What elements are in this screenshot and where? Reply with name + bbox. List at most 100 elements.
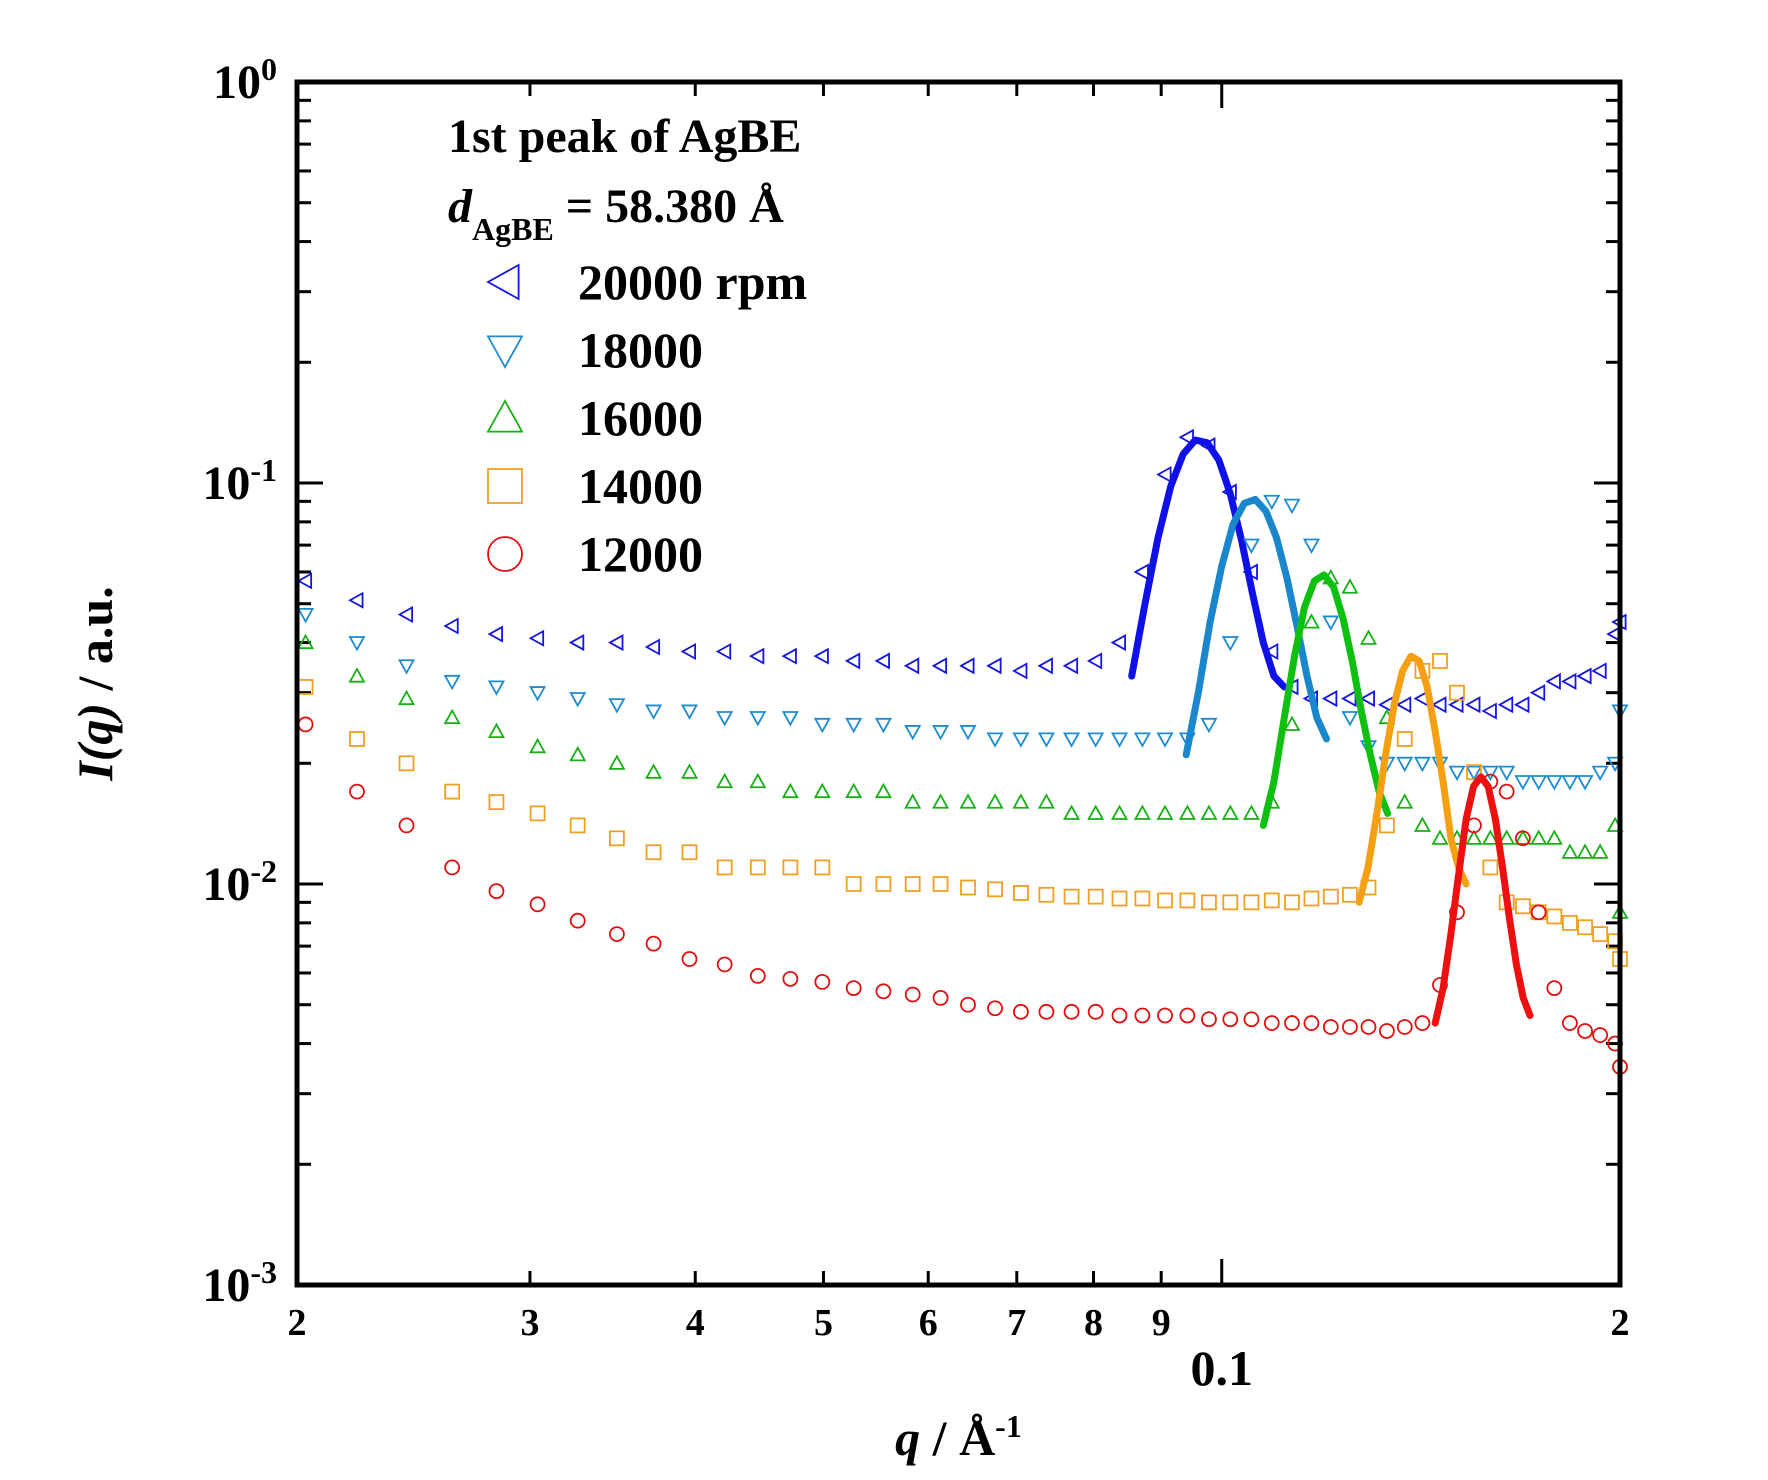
- legend-marker: [486, 263, 520, 301]
- data-point: [1157, 1007, 1173, 1024]
- data-point: [1200, 717, 1218, 734]
- data-point: [680, 642, 696, 661]
- data-point: [1591, 662, 1607, 680]
- x-tick-label: 5: [814, 1302, 833, 1344]
- data-point: [1341, 690, 1357, 708]
- data-point: [1561, 843, 1579, 859]
- data-point: [1062, 657, 1079, 675]
- data-point: [296, 572, 313, 590]
- data-point: [608, 830, 625, 847]
- data-point: [681, 844, 698, 861]
- data-point: [444, 783, 461, 800]
- data-point: [1378, 817, 1395, 834]
- legend-marker: [486, 335, 524, 369]
- data-point: [1321, 690, 1338, 708]
- legend: 1st peak of AgBE dAgBE = 58.380 Å 20000 …: [448, 110, 807, 582]
- data-point: [348, 667, 366, 683]
- data-point: [529, 737, 547, 754]
- x-tick-label: 2: [288, 1302, 307, 1344]
- data-point: [1038, 886, 1055, 903]
- data-point: [932, 989, 949, 1006]
- data-point: [1359, 690, 1375, 708]
- data-point: [1481, 702, 1497, 720]
- data-point: [987, 881, 1003, 898]
- d-subscript: AgBE: [472, 211, 554, 247]
- data-point: [1545, 672, 1561, 690]
- data-point: [1262, 642, 1279, 661]
- data-point: [1243, 894, 1260, 911]
- data-point: [1360, 1019, 1377, 1035]
- d-value: = 58.380 Å: [554, 180, 784, 233]
- data-point: [398, 817, 415, 834]
- data-point: [1431, 696, 1447, 714]
- data-point: [1481, 829, 1499, 845]
- data-point: [874, 717, 892, 734]
- data-point: [443, 674, 461, 691]
- data-point: [1482, 859, 1499, 876]
- data-point: [297, 607, 315, 624]
- data-point: [959, 793, 977, 809]
- data-point: [1576, 667, 1592, 685]
- data-point: [874, 782, 892, 799]
- data-point: [1012, 662, 1028, 680]
- data-point: [1221, 636, 1239, 652]
- data-point: [932, 876, 949, 892]
- data-point: [931, 657, 948, 675]
- data-point: [1063, 1003, 1080, 1020]
- data-point: [814, 859, 831, 876]
- x-tick-label: 7: [1007, 1302, 1026, 1344]
- data-point: [959, 657, 975, 675]
- data-point: [529, 686, 547, 702]
- data-point: [748, 647, 765, 665]
- data-point: [1086, 652, 1103, 670]
- data-point: [1284, 894, 1300, 911]
- d-symbol: d: [448, 180, 473, 233]
- x-axis-label-main: q: [895, 1410, 920, 1466]
- y-tick-label-base: 10: [202, 457, 250, 510]
- data-point: [1063, 888, 1080, 905]
- fit-curve: [1355, 652, 1470, 906]
- series-1: [297, 494, 1629, 791]
- data-point: [1481, 765, 1499, 782]
- legend-label: 16000: [578, 390, 703, 446]
- y-tick-label: 10-1: [202, 452, 277, 510]
- data-point: [443, 708, 461, 725]
- legend-marker: [486, 399, 524, 433]
- data-point: [1111, 890, 1128, 907]
- data-point: [959, 725, 977, 741]
- legend-label: 14000: [578, 458, 703, 514]
- data-point: [1222, 1011, 1239, 1028]
- data-point: [608, 634, 624, 652]
- data-point: [1087, 732, 1105, 748]
- data-point: [1303, 1015, 1320, 1031]
- data-point: [904, 793, 922, 809]
- data-point: [1448, 765, 1466, 782]
- data-point: [1561, 672, 1577, 690]
- data-point: [1546, 980, 1563, 997]
- data-point: [1087, 804, 1105, 820]
- data-point: [1561, 775, 1579, 791]
- data-point: [645, 763, 663, 779]
- legend-marker: [487, 468, 523, 504]
- data-point: [1449, 684, 1465, 701]
- fit-curve: [1128, 436, 1288, 691]
- data-point: [1221, 804, 1239, 820]
- data-point: [297, 633, 315, 650]
- x-axis-label: q / Å-1: [895, 1408, 1022, 1466]
- data-point: [529, 805, 546, 822]
- data-point: [487, 680, 505, 696]
- data-point: [1012, 885, 1029, 901]
- data-point: [1283, 715, 1301, 731]
- data-point: [1038, 1003, 1055, 1020]
- y-axis-label-main: I(q): [67, 703, 123, 782]
- data-point: [813, 717, 831, 734]
- data-point: [932, 793, 950, 809]
- data-point: [1201, 1011, 1217, 1028]
- data-point: [814, 973, 831, 990]
- data-point: [1110, 804, 1129, 820]
- data-point: [1243, 1011, 1260, 1028]
- x-axis-label-exp: -1: [995, 1408, 1022, 1444]
- data-point: [297, 716, 314, 733]
- data-point: [1134, 890, 1151, 907]
- data-point: [874, 652, 890, 670]
